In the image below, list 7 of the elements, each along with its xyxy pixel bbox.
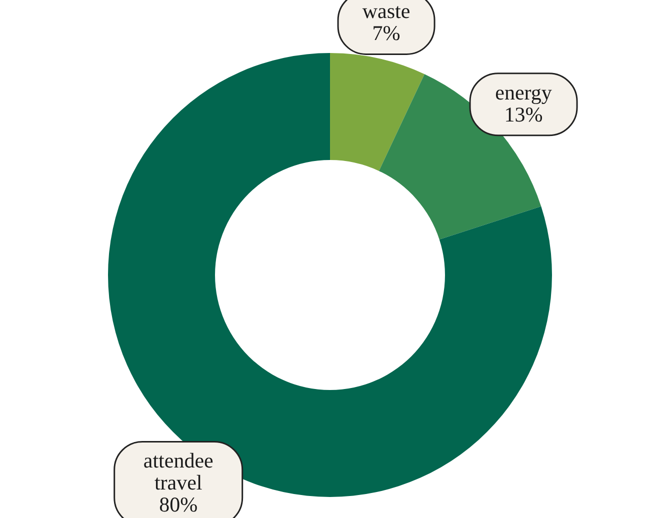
slice-label: energy — [495, 80, 552, 104]
slice-label: waste — [362, 0, 410, 24]
data-label: 7% — [372, 21, 400, 46]
slice-label: attendee travel — [143, 448, 214, 495]
data-label: 80% — [159, 492, 198, 517]
donut-slice — [330, 53, 425, 171]
donut-slice — [108, 53, 552, 497]
